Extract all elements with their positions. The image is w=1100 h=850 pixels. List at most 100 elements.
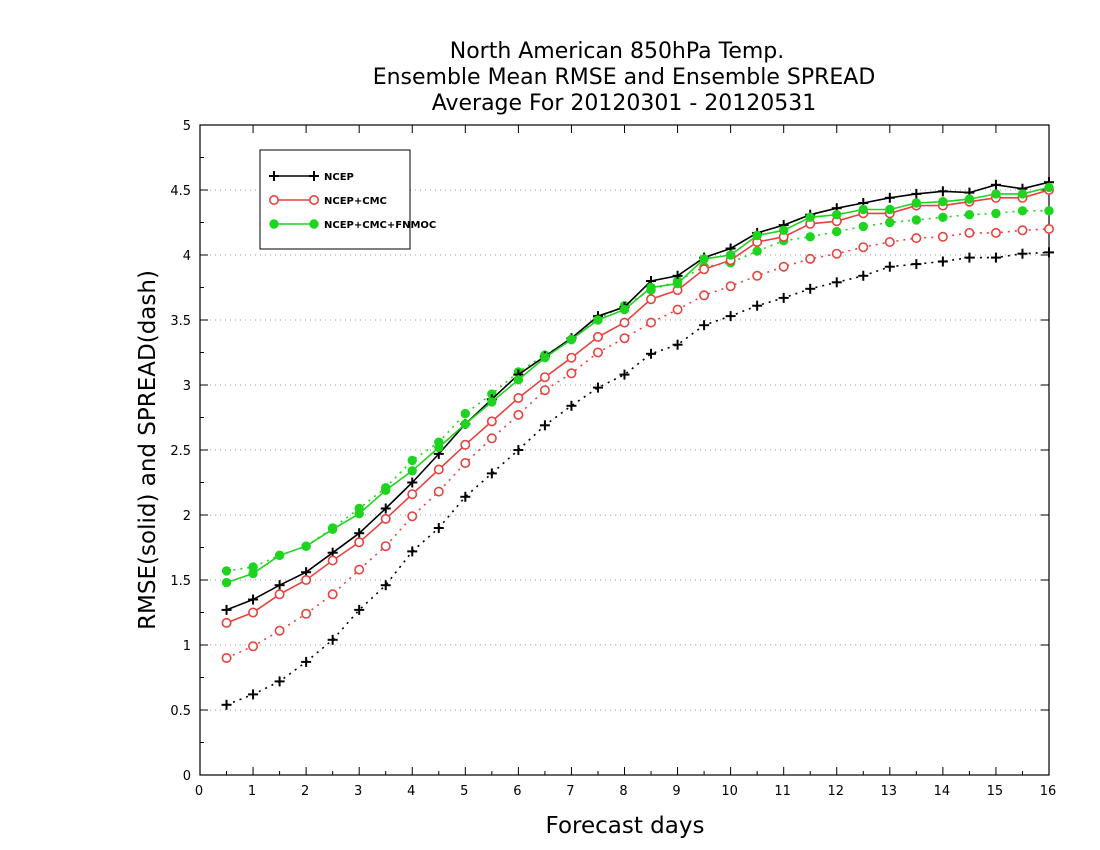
point-ncep-cmc-fnmoc-rmse-0 xyxy=(221,577,232,588)
point-ncep-cmc-fnmoc-rmse-14 xyxy=(593,315,603,325)
series-layer xyxy=(221,177,1055,710)
point-ncep-cmc-fnmoc-spread-20 xyxy=(752,246,762,256)
series-ncep-cmc-fnmoc-rmse xyxy=(221,182,1054,588)
point-ncep-spread-9 xyxy=(460,491,471,502)
point-ncep-cmc-fnmoc-rmse-25 xyxy=(885,204,895,215)
point-ncep-cmc-rmse-9 xyxy=(460,439,471,450)
legend-entry-ncep: NCEP xyxy=(269,171,354,183)
point-ncep-spread-2 xyxy=(274,676,285,687)
x-tick-label-5: 5 xyxy=(460,784,468,799)
x-tick-label-11: 11 xyxy=(774,784,791,799)
point-ncep-spread-7 xyxy=(407,546,418,557)
point-ncep-cmc-fnmoc-spread-24 xyxy=(858,221,868,232)
point-ncep-spread-12 xyxy=(539,420,550,431)
y-tick-label-3: 1.5 xyxy=(170,574,191,589)
chart-title: North American 850hPa Temp. Ensemble Mea… xyxy=(373,39,876,116)
point-ncep-cmc-fnmoc-rmse-21 xyxy=(778,225,789,236)
y-tick-label-4: 2 xyxy=(183,509,191,524)
point-ncep-spread-19 xyxy=(725,311,736,322)
point-ncep-cmc-fnmoc-rmse-20 xyxy=(752,230,762,241)
x-tick-label-7: 7 xyxy=(566,784,574,799)
point-ncep-spread-23 xyxy=(831,277,842,288)
point-ncep-rmse-5 xyxy=(354,528,365,539)
point-ncep-cmc-rmse-4 xyxy=(327,555,338,566)
legend-label-ncep: NCEP xyxy=(324,172,354,183)
point-ncep-cmc-rmse-2 xyxy=(274,589,285,600)
point-ncep-cmc-rmse-1 xyxy=(248,607,259,618)
legend-marker-left-ncep xyxy=(269,171,279,181)
legend-marker-left-ncep-cmc xyxy=(268,195,279,206)
point-ncep-cmc-fnmoc-rmse-13 xyxy=(566,334,577,345)
point-ncep-cmc-spread-15 xyxy=(619,333,630,344)
point-ncep-cmc-rmse-16 xyxy=(646,294,657,305)
point-ncep-cmc-spread-17 xyxy=(672,304,683,315)
chart-title-line-2: Ensemble Mean RMSE and Ensemble SPREAD xyxy=(373,65,876,90)
point-ncep-cmc-spread-26 xyxy=(911,233,922,244)
point-ncep-cmc-spread-9 xyxy=(460,457,471,468)
point-ncep-cmc-spread-4 xyxy=(327,589,338,600)
point-ncep-cmc-fnmoc-rmse-11 xyxy=(513,375,524,385)
point-ncep-cmc-spread-10 xyxy=(486,433,497,444)
point-ncep-cmc-spread-24 xyxy=(858,242,869,253)
point-ncep-cmc-fnmoc-rmse-4 xyxy=(327,524,338,534)
point-ncep-spread-6 xyxy=(380,580,391,591)
point-ncep-spread-22 xyxy=(805,283,816,294)
axes: 0 1 2 3 4 5 6 7 8 9 10 11 12 13 14 15 1600.511.522.533.5… xyxy=(170,119,1056,799)
point-ncep-cmc-spread-29 xyxy=(990,227,1001,238)
x-tick-label-13: 13 xyxy=(881,784,898,799)
point-ncep-cmc-spread-21 xyxy=(778,261,789,272)
point-ncep-cmc-fnmoc-spread-29 xyxy=(991,208,1001,219)
point-ncep-cmc-fnmoc-rmse-22 xyxy=(805,212,815,223)
point-ncep-cmc-rmse-0 xyxy=(221,617,232,628)
point-ncep-cmc-fnmoc-rmse-8 xyxy=(434,442,444,453)
point-ncep-spread-10 xyxy=(486,468,497,479)
point-ncep-spread-30 xyxy=(1017,248,1028,259)
point-ncep-spread-31 xyxy=(1044,247,1054,258)
point-ncep-rmse-29 xyxy=(990,179,1001,190)
series-line-ncep-cmc-fnmoc-spread xyxy=(226,210,1049,572)
point-ncep-rmse-0 xyxy=(221,604,232,615)
point-ncep-cmc-rmse-7 xyxy=(407,489,418,500)
legend-entry-ncep-cmc: NCEP+CMC xyxy=(268,195,387,207)
point-ncep-cmc-spread-25 xyxy=(884,237,895,248)
point-ncep-spread-16 xyxy=(646,348,657,359)
point-ncep-cmc-fnmoc-rmse-24 xyxy=(858,204,868,215)
point-ncep-cmc-fnmoc-spread-7 xyxy=(407,455,417,466)
point-ncep-rmse-2 xyxy=(274,580,285,591)
point-ncep-cmc-fnmoc-rmse-29 xyxy=(991,189,1001,199)
point-ncep-cmc-fnmoc-spread-30 xyxy=(1017,206,1028,216)
point-ncep-cmc-rmse-3 xyxy=(301,574,312,585)
point-ncep-spread-15 xyxy=(619,369,630,380)
point-ncep-spread-27 xyxy=(937,256,948,267)
point-ncep-cmc-fnmoc-spread-0 xyxy=(221,566,232,576)
legend-label-ncep-cmc: NCEP+CMC xyxy=(324,196,387,207)
point-ncep-cmc-fnmoc-spread-26 xyxy=(911,215,922,225)
point-ncep-cmc-fnmoc-rmse-5 xyxy=(354,509,364,519)
point-ncep-cmc-spread-20 xyxy=(752,270,763,281)
point-ncep-cmc-fnmoc-rmse-12 xyxy=(540,353,550,363)
legend-entry-ncep-cmc-fnmoc: NCEP+CMC+FNMOC xyxy=(269,219,436,231)
point-ncep-cmc-fnmoc-rmse-3 xyxy=(301,541,311,551)
point-ncep-rmse-27 xyxy=(937,186,948,197)
point-ncep-spread-18 xyxy=(699,320,710,331)
point-ncep-cmc-fnmoc-rmse-30 xyxy=(1017,189,1028,199)
legend-marker-right-ncep xyxy=(309,171,319,181)
x-tick-label-10: 10 xyxy=(721,784,738,799)
point-ncep-spread-14 xyxy=(592,382,603,393)
x-tick-label-16: 16 xyxy=(1040,784,1057,799)
point-ncep-cmc-fnmoc-rmse-28 xyxy=(964,194,975,204)
point-ncep-cmc-spread-27 xyxy=(937,231,948,242)
point-ncep-cmc-fnmoc-spread-23 xyxy=(832,226,842,237)
point-ncep-cmc-rmse-11 xyxy=(513,392,524,403)
point-ncep-rmse-25 xyxy=(884,192,895,203)
x-tick-label-12: 12 xyxy=(827,784,844,799)
point-ncep-cmc-spread-28 xyxy=(964,227,975,238)
point-ncep-cmc-fnmoc-rmse-23 xyxy=(832,210,842,220)
point-ncep-spread-24 xyxy=(858,270,869,281)
point-ncep-cmc-rmse-5 xyxy=(354,537,365,548)
point-ncep-cmc-spread-7 xyxy=(407,511,418,522)
point-ncep-cmc-spread-31 xyxy=(1044,224,1055,235)
point-ncep-cmc-spread-14 xyxy=(592,347,603,358)
chart-title-line-3: Average For 20120301 - 20120531 xyxy=(432,91,817,116)
point-ncep-cmc-spread-6 xyxy=(380,541,391,552)
